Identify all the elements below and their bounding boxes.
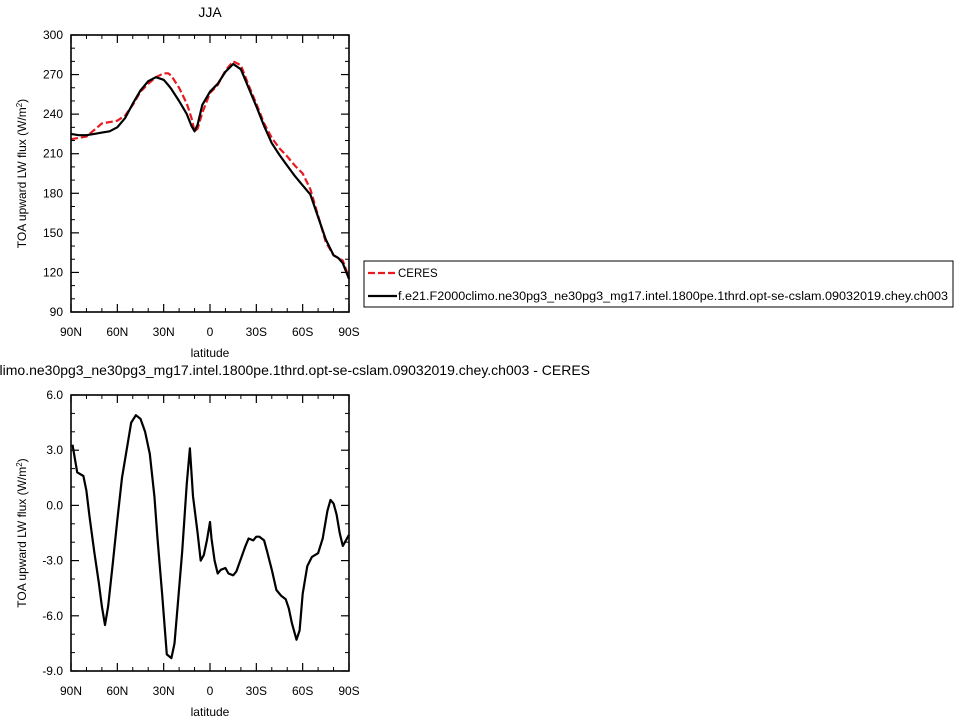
series-line-model bbox=[71, 414, 350, 660]
legend-label-model: f.e21.F2000climo.ne30pg3_ne30pg3_mg17.in… bbox=[398, 291, 948, 303]
y-tick-label: 180 bbox=[43, 186, 63, 200]
y-tick-label: -6.0 bbox=[42, 609, 63, 623]
x-tick-label: 30N bbox=[153, 684, 175, 698]
chart-bottom-series bbox=[71, 414, 350, 660]
chart-top-ticks: 90N 60N 30N 0 30S 60S 90S 90 120 150 180 210 240 270 3… bbox=[43, 28, 360, 339]
x-tick-label: 60N bbox=[106, 325, 128, 339]
x-tick-label: 90N bbox=[60, 325, 82, 339]
x-tick-label: 0 bbox=[207, 684, 214, 698]
x-tick-label: 90N bbox=[60, 684, 82, 698]
y-tick-label: -3.0 bbox=[42, 554, 63, 568]
y-tick-label: 300 bbox=[43, 28, 63, 42]
chart-top-y-label-sup: 2 bbox=[15, 102, 24, 107]
series-line-model bbox=[70, 62, 351, 280]
y-tick-label: -9.0 bbox=[42, 664, 63, 678]
chart-top-y-label-main: TOA upward LW flux (W/m bbox=[15, 107, 29, 248]
x-tick-label: 60N bbox=[106, 684, 128, 698]
x-tick-label: 30S bbox=[246, 325, 267, 339]
chart-bottom-ticks: 90N 60N 30N 0 30S 60S 90S -9.0 -6.0 -3.0 0.0 3.0 6.0 bbox=[42, 388, 359, 698]
chart-top-y-label: TOA upward LW flux (W/m2) bbox=[15, 99, 29, 248]
x-tick-label: 60S bbox=[292, 325, 313, 339]
y-tick-label: 150 bbox=[43, 226, 63, 240]
x-tick-label: 60S bbox=[292, 684, 313, 698]
x-tick-label: 30S bbox=[246, 684, 267, 698]
y-tick-label: 90 bbox=[50, 305, 64, 319]
legend-box bbox=[363, 260, 954, 308]
chart-bottom: f.e21.F2000climo.ne30pg3_ne30pg3_mg17.in… bbox=[0, 362, 590, 719]
y-tick-label: 270 bbox=[43, 68, 63, 82]
chart-top-frame bbox=[70, 34, 350, 313]
chart-bottom-title-clip: f.e21.F2000climo.ne30pg3_ne30pg3_mg17.in… bbox=[0, 362, 590, 378]
y-tick-label: 240 bbox=[43, 107, 63, 121]
y-tick-label: 210 bbox=[43, 147, 63, 161]
y-tick-label: 3.0 bbox=[46, 443, 63, 457]
x-tick-label: 90S bbox=[338, 325, 359, 339]
chart-top-x-label: latitude bbox=[191, 346, 230, 360]
y-tick-label: 0.0 bbox=[46, 498, 63, 512]
series-line-ceres bbox=[70, 60, 351, 279]
x-tick-label: 30N bbox=[153, 325, 175, 339]
chart-bottom-frame bbox=[70, 394, 350, 672]
legend: CERES f.e21.F2000climo.ne30pg3_ne30pg3_m… bbox=[363, 260, 954, 308]
chart-bottom-y-label: TOA upward LW flux (W/m2) bbox=[15, 458, 29, 607]
x-tick-label: 90S bbox=[338, 684, 359, 698]
chart-top: JJA 90N 60N 30N 0 30S 60S 90S 90 120 150 180 210 240… bbox=[15, 4, 360, 360]
chart-bottom-y-label-sup: 2 bbox=[15, 462, 24, 467]
chart-top-series bbox=[70, 60, 351, 280]
chart-bottom-title: f.e21.F2000climo.ne30pg3_ne30pg3_mg17.in… bbox=[0, 362, 590, 378]
y-tick-label: 120 bbox=[43, 265, 63, 279]
chart-bottom-y-label-main: TOA upward LW flux (W/m bbox=[15, 467, 29, 608]
chart-top-title: JJA bbox=[198, 4, 222, 20]
chart-bottom-y-label-close: ) bbox=[15, 458, 29, 462]
y-tick-label: 6.0 bbox=[46, 388, 63, 402]
x-tick-label: 0 bbox=[207, 325, 214, 339]
chart-top-y-label-close: ) bbox=[15, 99, 29, 103]
legend-label-ceres: CERES bbox=[398, 268, 438, 280]
chart-bottom-x-label: latitude bbox=[191, 705, 230, 719]
